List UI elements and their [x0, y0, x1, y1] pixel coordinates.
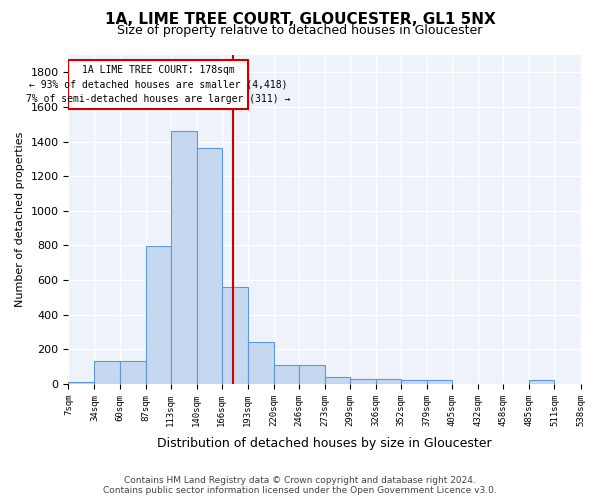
Bar — [350, 378, 376, 384]
Bar — [427, 380, 452, 384]
Bar — [401, 380, 427, 384]
Bar — [299, 365, 325, 384]
Text: Contains HM Land Registry data © Crown copyright and database right 2024.
Contai: Contains HM Land Registry data © Crown c… — [103, 476, 497, 495]
Bar — [119, 362, 146, 384]
Bar — [146, 246, 170, 384]
FancyBboxPatch shape — [68, 60, 248, 110]
Bar — [325, 377, 350, 384]
Bar — [197, 148, 222, 384]
Bar — [94, 362, 119, 384]
Y-axis label: Number of detached properties: Number of detached properties — [15, 132, 25, 307]
X-axis label: Distribution of detached houses by size in Gloucester: Distribution of detached houses by size … — [157, 437, 492, 450]
Bar — [68, 382, 94, 384]
Bar — [222, 287, 248, 384]
Bar — [376, 378, 401, 384]
Bar — [529, 380, 554, 384]
Text: Size of property relative to detached houses in Gloucester: Size of property relative to detached ho… — [118, 24, 482, 37]
Text: 1A, LIME TREE COURT, GLOUCESTER, GL1 5NX: 1A, LIME TREE COURT, GLOUCESTER, GL1 5NX — [104, 12, 496, 28]
Text: 1A LIME TREE COURT: 178sqm
← 93% of detached houses are smaller (4,418)
7% of se: 1A LIME TREE COURT: 178sqm ← 93% of deta… — [26, 65, 290, 104]
Bar — [274, 365, 299, 384]
Bar — [170, 131, 197, 384]
Bar — [248, 342, 274, 384]
